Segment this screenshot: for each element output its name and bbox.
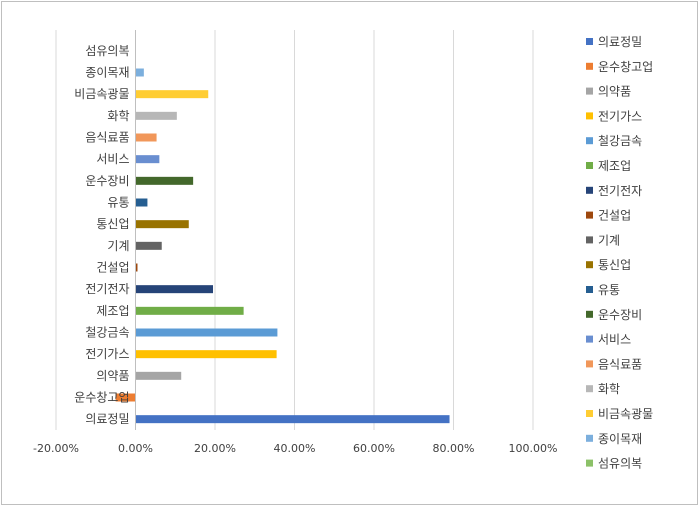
bar-7 (135, 285, 214, 294)
legend-label: 의료정밀 (598, 35, 642, 49)
legend-label: 기계 (598, 233, 620, 247)
legend-label: 전기전자 (598, 184, 642, 198)
legend-swatch (586, 62, 593, 70)
legend-label: 운수장비 (598, 308, 642, 322)
bar-15 (135, 111, 177, 120)
bar-14 (135, 133, 157, 142)
legend-swatch (586, 162, 593, 169)
category-label: 통신업 (96, 217, 129, 231)
legend-swatch (586, 360, 593, 368)
category-label: 의약품 (96, 368, 129, 383)
category-label: 철강금속 (85, 326, 129, 340)
bar-13 (135, 155, 160, 164)
x-tick-label: 80.00% (433, 442, 475, 455)
bar-10 (135, 220, 189, 229)
legend-swatch (586, 459, 593, 467)
x-tick-label: 60.00% (353, 442, 395, 455)
legend-swatch (586, 38, 593, 45)
bar-9 (135, 241, 162, 250)
category-label: 전기가스 (85, 347, 129, 361)
category-label: 건설업 (96, 261, 129, 275)
category-label: 섬유의복 (85, 44, 129, 58)
legend-label: 화학 (598, 382, 620, 396)
legend-label: 음식료품 (598, 357, 642, 371)
legend-label: 섬유의복 (598, 457, 642, 471)
legend-swatch (586, 385, 593, 393)
category-label: 종이목재 (85, 66, 129, 80)
bar-8 (135, 263, 138, 272)
x-tick-label: 100.00% (509, 442, 558, 455)
legend-swatch (586, 335, 593, 343)
legend-swatch (586, 286, 593, 293)
category-label: 비금속광물 (74, 87, 129, 101)
legend-swatch (586, 112, 593, 120)
category-label: 기계 (107, 239, 129, 253)
legend-label: 종이목재 (598, 432, 642, 446)
legend-swatch (586, 310, 593, 318)
legend-swatch (586, 434, 593, 442)
bar-17 (135, 68, 144, 77)
category-label: 음식료품 (85, 131, 129, 145)
legend-label: 건설업 (598, 209, 631, 223)
legend-label: 철강금속 (598, 134, 642, 148)
bar-16 (135, 90, 209, 99)
legend-label: 서비스 (598, 333, 631, 347)
legend-label: 유통 (598, 283, 620, 297)
legend-label: 운수창고업 (598, 60, 653, 74)
category-label: 의료정밀 (85, 412, 129, 426)
legend-swatch (586, 87, 593, 95)
legend-swatch (586, 236, 593, 244)
bar-4 (135, 350, 277, 359)
category-label: 유통 (107, 196, 129, 210)
bar-12 (135, 176, 194, 185)
bar-5 (135, 328, 278, 337)
legend-label: 비금속광물 (598, 407, 653, 421)
legend-swatch (586, 211, 593, 219)
bar-3 (135, 371, 182, 380)
x-tick-label: 20.00% (194, 442, 236, 455)
category-label: 제조업 (96, 304, 129, 318)
bar-6 (135, 306, 244, 315)
bar-1 (135, 415, 450, 424)
x-tick-label: 0.00% (118, 442, 153, 455)
bar-11 (135, 198, 148, 207)
x-tick-label: -20.00% (33, 442, 79, 455)
legend-label: 제조업 (598, 159, 631, 173)
legend-swatch (586, 261, 593, 269)
category-label: 서비스 (96, 152, 129, 166)
category-label: 전기전자 (85, 282, 129, 296)
legend-swatch (586, 137, 593, 145)
category-label: 운수창고업 (74, 391, 129, 405)
legend-label: 의약품 (598, 84, 631, 99)
category-label: 화학 (107, 109, 129, 123)
x-tick-label: 40.00% (274, 442, 316, 455)
bar-2 (115, 393, 136, 402)
category-label: 운수장비 (85, 174, 129, 188)
legend-label: 전기가스 (598, 109, 642, 123)
legend-swatch (586, 186, 593, 194)
legend-label: 통신업 (598, 258, 631, 272)
legend-swatch (586, 410, 593, 417)
